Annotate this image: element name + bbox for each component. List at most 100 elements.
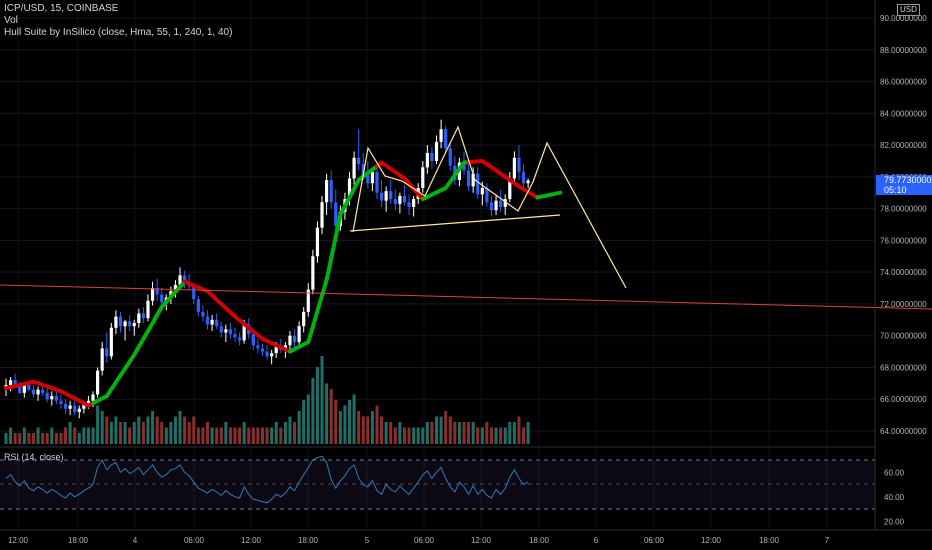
time-tick-9: 18:00 xyxy=(529,536,550,545)
volume-bar-32 xyxy=(151,411,155,444)
candle-body-4 xyxy=(22,384,26,393)
volume-bar-68 xyxy=(315,367,319,444)
volume-bar-16 xyxy=(77,433,81,444)
volume-bar-89 xyxy=(412,427,416,444)
candle-body-26 xyxy=(123,321,127,327)
rsi-tick-2: 20.00 xyxy=(884,517,905,526)
rsi-axis[interactable]: 60.00 40.00 20.00 xyxy=(884,468,905,526)
price-tick-13: 64.00000000 xyxy=(880,427,927,436)
candle-body-63 xyxy=(292,335,297,343)
candle-body-103 xyxy=(476,173,480,195)
symbol-title[interactable]: ICP/USD, 15, COINBASE xyxy=(4,3,119,14)
candle-body-82 xyxy=(379,192,384,201)
volume-bar-113 xyxy=(522,427,526,444)
candle-body-59 xyxy=(274,346,278,354)
trend-line xyxy=(0,284,932,310)
volume-bar-103 xyxy=(476,427,480,444)
candle-body-111 xyxy=(512,157,516,179)
candle-body-69 xyxy=(320,202,324,228)
time-tick-12: 12:00 xyxy=(701,536,722,545)
candle-body-62 xyxy=(288,335,292,346)
volume-bar-47 xyxy=(219,427,223,444)
candle-body-20 xyxy=(96,370,100,395)
volume-bar-33 xyxy=(155,416,159,444)
rsi-series xyxy=(5,455,529,504)
candle-body-44 xyxy=(205,316,210,325)
candle-body-48 xyxy=(224,329,228,333)
volume-bar-84 xyxy=(389,422,393,444)
candle-body-50 xyxy=(233,334,237,338)
candle-body-24 xyxy=(114,316,118,328)
volume-bar-74 xyxy=(343,405,347,444)
candle-body-56 xyxy=(260,348,265,352)
volume-bar-13 xyxy=(64,427,68,444)
candle-body-8 xyxy=(41,389,45,393)
candle-body-37 xyxy=(173,284,178,292)
head-and-shoulders-pattern xyxy=(352,125,627,289)
bar-countdown: 05:10 xyxy=(884,185,907,195)
candle-body-0 xyxy=(4,384,8,387)
volume-bar-18 xyxy=(86,427,90,444)
volume-bar-9 xyxy=(45,433,49,444)
volume-bar-17 xyxy=(82,427,86,444)
volume-bar-81 xyxy=(375,405,379,444)
volume-bar-80 xyxy=(370,411,374,444)
rsi-line xyxy=(5,455,529,504)
candle-body-97 xyxy=(448,148,452,166)
volume-bars xyxy=(4,356,530,444)
candle-body-70 xyxy=(325,180,329,203)
volume-bar-26 xyxy=(123,422,127,444)
candle-body-92 xyxy=(425,153,429,168)
volume-bar-35 xyxy=(164,427,168,444)
candle-body-7 xyxy=(36,389,40,395)
volume-bar-38 xyxy=(178,411,182,444)
volume-bar-11 xyxy=(54,433,58,444)
volume-bar-25 xyxy=(119,422,122,444)
candle-body-104 xyxy=(480,187,484,195)
time-tick-0: 12:00 xyxy=(8,536,29,545)
volume-bar-104 xyxy=(480,427,484,444)
candle-body-39 xyxy=(183,275,187,282)
volume-bar-52 xyxy=(242,422,246,444)
candle-body-78 xyxy=(361,164,365,176)
candle-body-47 xyxy=(219,326,223,333)
neckline xyxy=(349,214,561,232)
candle-body-96 xyxy=(444,129,448,149)
volume-bar-108 xyxy=(499,427,503,444)
hull-legend[interactable]: Hull Suite by InSilico (close, Hma, 55, … xyxy=(4,27,233,38)
drawings xyxy=(0,125,932,310)
candle-body-46 xyxy=(215,319,219,327)
vol-legend[interactable]: Vol xyxy=(4,15,18,26)
volume-bar-107 xyxy=(494,427,498,444)
price-tick-12: 66.00000000 xyxy=(880,395,927,404)
volume-bar-75 xyxy=(348,400,351,444)
currency-label[interactable]: USD xyxy=(897,4,920,16)
volume-bar-3 xyxy=(18,433,22,444)
volume-bar-43 xyxy=(201,427,205,444)
time-tick-7: 06:00 xyxy=(414,536,435,545)
candle-body-108 xyxy=(499,200,503,208)
candle-body-32 xyxy=(150,288,155,301)
candle-body-27 xyxy=(128,321,132,327)
rsi-legend[interactable]: RSI (14, close) xyxy=(4,452,64,462)
time-tick-14: 7 xyxy=(825,536,830,545)
hull-segment-5 xyxy=(420,160,471,202)
candle-body-5 xyxy=(27,384,31,390)
volume-bar-98 xyxy=(453,422,457,444)
volume-bar-111 xyxy=(512,422,516,444)
volume-bar-58 xyxy=(270,427,274,444)
volume-bar-67 xyxy=(311,378,315,444)
candle-body-30 xyxy=(141,313,145,319)
volume-bar-61 xyxy=(283,422,287,444)
price-tick-2: 86.00000000 xyxy=(880,78,927,87)
candle-body-94 xyxy=(434,141,439,161)
volume-bar-23 xyxy=(109,422,113,444)
volume-bar-105 xyxy=(485,422,489,444)
candle-body-54 xyxy=(251,334,255,346)
candle-body-87 xyxy=(402,195,407,203)
time-axis[interactable]: 12:00 18:00 4 06:00 12:00 18:00 5 06:00 12:00 18:… xyxy=(8,536,830,545)
time-tick-6: 5 xyxy=(365,536,370,545)
volume-bar-2 xyxy=(13,433,17,444)
price-axis[interactable]: 90.00000000 88.00000000 86.00000000 84.0000… xyxy=(880,14,927,436)
